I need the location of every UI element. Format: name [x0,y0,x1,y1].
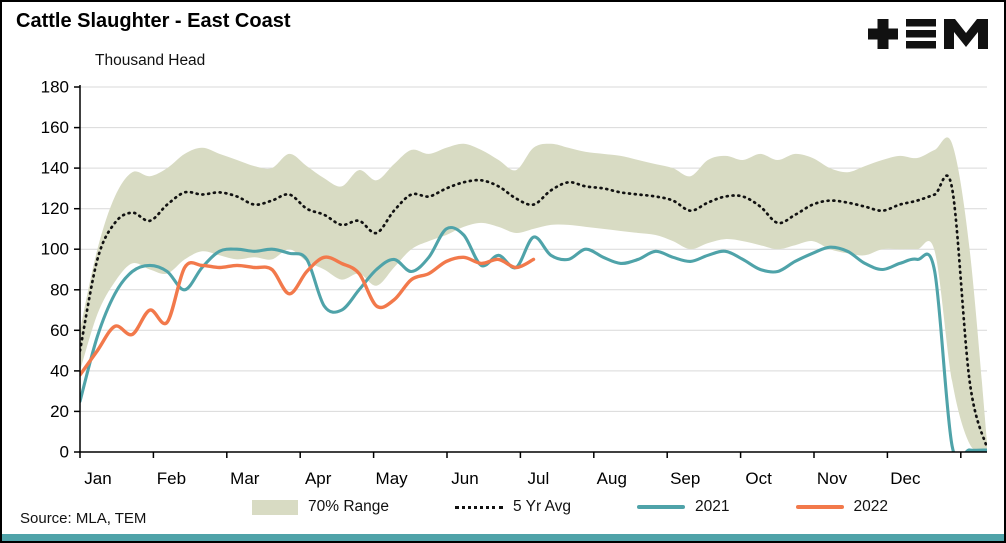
svg-text:May: May [376,469,409,488]
range-band-swatch [252,499,298,515]
line-2022-swatch [795,505,844,509]
svg-text:Apr: Apr [305,469,332,488]
svg-text:60: 60 [50,321,69,340]
svg-text:Dec: Dec [890,469,921,488]
svg-text:40: 40 [50,361,69,380]
tem-logo-shapes [868,19,988,49]
line-2021-swatch [637,505,686,509]
svg-text:180: 180 [41,78,69,97]
svg-text:Mar: Mar [230,469,260,488]
chart-legend: 70% Range 5 Yr Avg 2021 2022 [252,498,888,516]
svg-text:Nov: Nov [817,469,848,488]
svg-text:Jun: Jun [451,469,478,488]
svg-text:Jan: Jan [84,469,111,488]
svg-text:Aug: Aug [597,469,627,488]
svg-text:100: 100 [41,240,69,259]
y-axis-unit-label: Thousand Head [95,52,206,69]
svg-text:Sep: Sep [670,469,700,488]
source-text: Source: MLA, TEM [20,510,147,527]
svg-text:Feb: Feb [157,469,186,488]
svg-text:20: 20 [50,402,69,421]
svg-text:120: 120 [41,199,69,218]
legend-item-5yr-avg: 5 Yr Avg [455,498,571,516]
svg-text:80: 80 [50,280,69,299]
svg-text:140: 140 [41,159,69,178]
svg-text:Jul: Jul [528,469,550,488]
svg-text:0: 0 [60,443,69,462]
svg-text:160: 160 [41,118,69,137]
legend-label-5yr-avg: 5 Yr Avg [513,498,572,515]
tem-logo-icon [868,19,988,49]
page-title: Cattle Slaughter - East Coast [16,10,291,32]
legend-item-2022: 2022 [795,498,889,516]
legend-item-range: 70% Range [252,498,389,516]
svg-text:Oct: Oct [745,469,772,488]
legend-label-range: 70% Range [308,498,390,515]
legend-item-2021: 2021 [637,498,730,516]
legend-label-2022: 2022 [853,498,889,515]
bottom-accent-bar [2,534,1004,541]
legend-label-2021: 2021 [695,498,730,515]
five-yr-avg-line-swatch [455,505,504,509]
